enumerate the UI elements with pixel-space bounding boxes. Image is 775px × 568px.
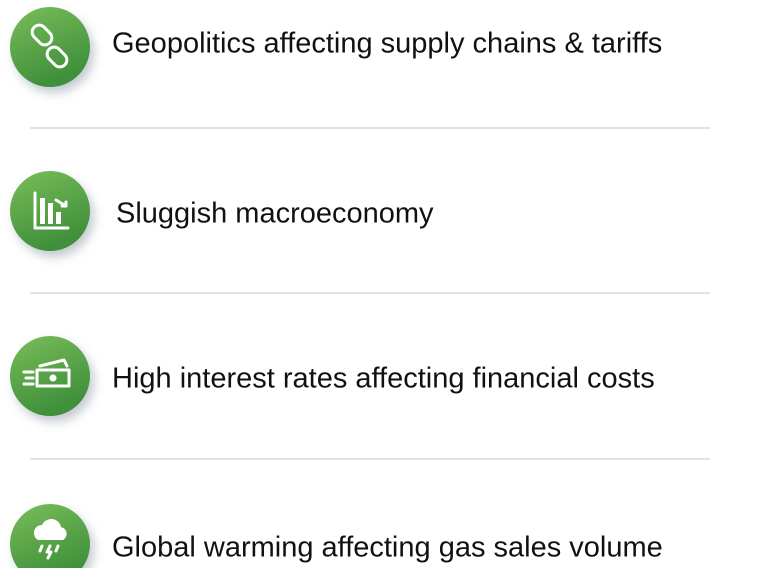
list-item: Global warming affecting gas sales volum… (10, 504, 663, 568)
item-label: Global warming affecting gas sales volum… (112, 532, 663, 564)
list-item: Sluggish macroeconomy (10, 171, 434, 251)
icon-circle (10, 336, 90, 416)
item-label: Sluggish macroeconomy (116, 198, 434, 230)
storm-icon (33, 518, 67, 560)
link-icon (30, 23, 69, 69)
item-label: High interest rates affecting financial … (112, 363, 655, 395)
chart-icon (33, 191, 70, 230)
list-item: High interest rates affecting financial … (10, 336, 655, 416)
money-icon (22, 358, 71, 388)
item-label: Geopolitics affecting supply chains & ta… (112, 28, 662, 60)
list-item: Geopolitics affecting supply chains & ta… (10, 7, 662, 87)
